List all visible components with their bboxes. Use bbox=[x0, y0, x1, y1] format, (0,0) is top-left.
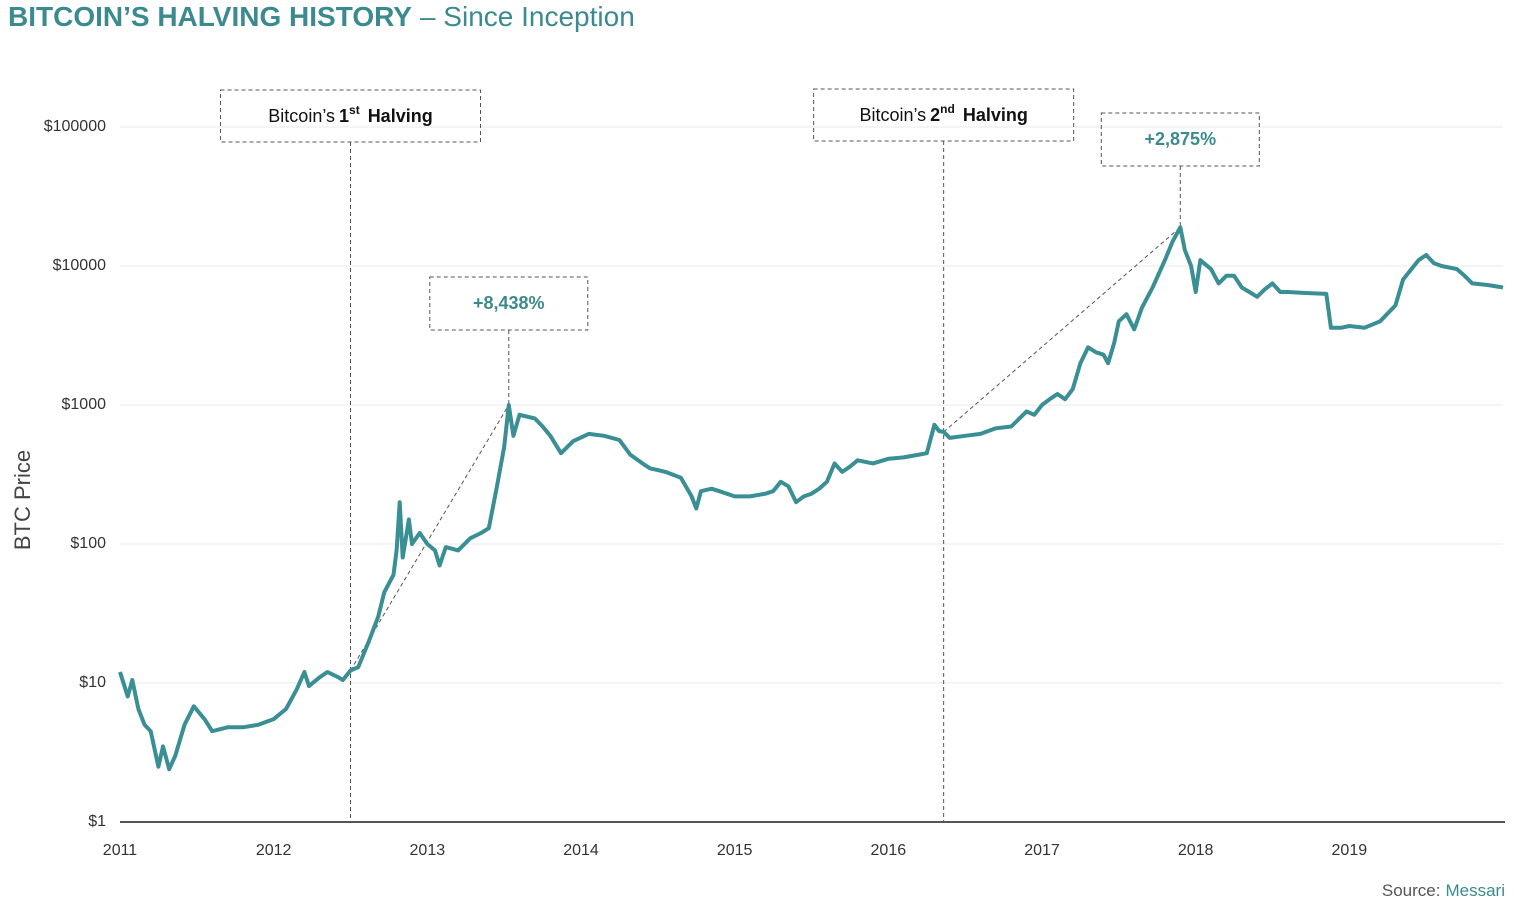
gain-label: +8,438% bbox=[473, 293, 545, 313]
x-tick-label: 2015 bbox=[717, 842, 753, 859]
y-tick-label: $1 bbox=[88, 813, 106, 830]
halving-number: 1 bbox=[339, 106, 349, 126]
trend-line bbox=[943, 226, 1181, 433]
halving-word: Halving bbox=[368, 106, 433, 126]
halving-word: Halving bbox=[963, 105, 1028, 125]
chart-title: BITCOIN’S HALVING HISTORY bbox=[8, 1, 412, 32]
halving-label: Bitcoin’s 1st Halving bbox=[268, 103, 432, 126]
y-tick-label: $100000 bbox=[44, 118, 106, 135]
source-label: Source: bbox=[1382, 881, 1441, 900]
y-axis-label: BTC Price bbox=[10, 450, 35, 550]
halving-text: Bitcoin’s bbox=[268, 106, 335, 126]
halving-suffix: nd bbox=[940, 102, 955, 116]
source: Source: Messari bbox=[1382, 881, 1505, 900]
trend-line bbox=[350, 404, 510, 671]
price-line bbox=[118, 225, 1504, 772]
x-tick-label: 2017 bbox=[1024, 842, 1060, 859]
x-tick-label: 2012 bbox=[256, 842, 292, 859]
source-name: Messari bbox=[1445, 881, 1505, 900]
halving-text: Bitcoin’s bbox=[859, 105, 926, 125]
y-tick-label: $10000 bbox=[53, 257, 106, 274]
x-tick-label: 2011 bbox=[103, 842, 138, 859]
y-tick-label: $1000 bbox=[62, 396, 107, 413]
halving-number: 2 bbox=[930, 105, 940, 125]
halving-label: Bitcoin’s 2nd Halving bbox=[859, 102, 1027, 125]
gain-label: +2,875% bbox=[1145, 129, 1217, 149]
x-tick-label: 2016 bbox=[871, 842, 907, 859]
y-tick-label: $100 bbox=[70, 535, 106, 552]
x-tick-label: 2019 bbox=[1332, 842, 1368, 859]
chart-heading: BITCOIN’S HALVING HISTORY – Since Incepti… bbox=[8, 1, 635, 32]
chart-subtitle: – Since Inception bbox=[420, 1, 635, 32]
x-tick-label: 2018 bbox=[1178, 842, 1214, 859]
x-tick-label: 2014 bbox=[563, 842, 599, 859]
y-tick-label: $10 bbox=[79, 674, 106, 691]
halving-suffix: st bbox=[349, 103, 360, 117]
x-tick-label: 2013 bbox=[410, 842, 446, 859]
